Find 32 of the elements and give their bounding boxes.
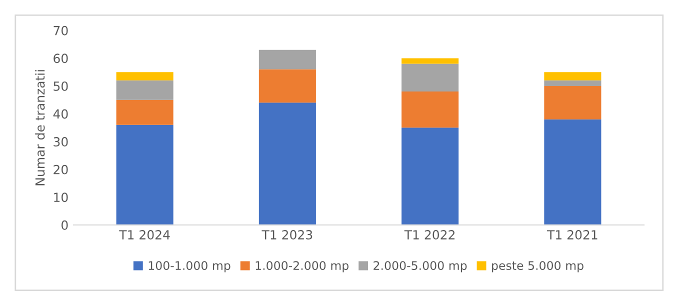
bar <box>544 86 602 120</box>
legend-label: peste 5.000 mp <box>492 261 584 272</box>
bar <box>116 72 174 80</box>
legend-label: 1.000-2.000 mp <box>256 261 349 272</box>
y-tick-label: 50 <box>54 81 68 91</box>
y-tick-label: 40 <box>53 109 68 119</box>
y-tick-label: 70 <box>54 26 68 36</box>
x-tick-label: T1 2024 <box>119 230 170 240</box>
x-tick-label: T1 2021 <box>546 230 598 240</box>
bar <box>402 64 459 92</box>
bar <box>258 102 316 225</box>
y-tick-label: 30 <box>54 137 68 147</box>
bar <box>402 58 459 64</box>
bar <box>116 100 174 125</box>
bar <box>116 124 174 225</box>
y-tick-label: 20 <box>54 164 68 174</box>
legend-label: 100-1.000 mp <box>148 261 230 272</box>
bar <box>258 50 316 70</box>
bar <box>402 92 459 128</box>
y-axis-title: Numar de tranzatii <box>35 70 45 186</box>
x-tick-label: T1 2023 <box>262 230 312 240</box>
bar <box>544 119 602 225</box>
legend-label: 2.000-5.000 mp <box>374 261 467 272</box>
x-tick-label: T1 2022 <box>404 230 454 240</box>
bar <box>544 72 602 80</box>
y-tick-label: 60 <box>54 54 68 64</box>
bar <box>116 80 174 100</box>
bar <box>258 69 316 103</box>
bar <box>402 128 459 225</box>
bar <box>544 80 602 86</box>
y-tick-label: 0 <box>62 220 68 230</box>
y-tick-label: 10 <box>54 192 68 202</box>
